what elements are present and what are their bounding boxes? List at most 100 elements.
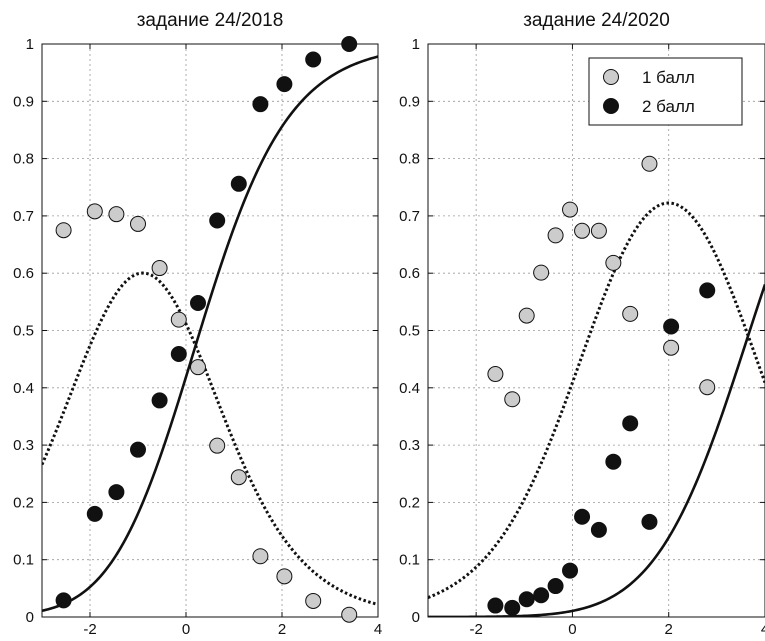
data-point	[699, 282, 716, 299]
data-point	[209, 212, 226, 229]
fit-curve-solid	[42, 55, 378, 613]
data-point	[151, 392, 168, 409]
y-tick-label: 0.8	[399, 151, 420, 168]
data-point	[547, 227, 564, 244]
data-point	[547, 578, 564, 595]
x-tick-label: 4	[374, 621, 382, 638]
data-point	[108, 484, 125, 501]
y-tick-label: 0.1	[399, 552, 420, 569]
y-tick-label: 0.2	[399, 494, 420, 511]
data-point	[574, 222, 591, 239]
data-point	[209, 437, 226, 454]
data-point	[190, 359, 206, 376]
y-tick-label: 0.4	[13, 380, 34, 397]
y-tick-label: 0.4	[399, 380, 420, 397]
data-point	[574, 508, 591, 525]
data-point	[341, 36, 358, 52]
chart-title: задание 24/2018	[137, 10, 284, 31]
data-point	[487, 366, 504, 383]
data-point	[305, 592, 322, 609]
data-point	[86, 505, 103, 522]
fit-curve-dotted	[428, 201, 765, 599]
data-point	[605, 453, 622, 470]
fit-curve-solid	[428, 284, 765, 617]
data-point	[518, 591, 535, 608]
data-point	[533, 264, 550, 281]
data-point	[55, 222, 72, 239]
data-point	[562, 562, 579, 579]
data-point	[230, 175, 247, 192]
data-point	[341, 606, 358, 623]
chart-panel-1: -2 0 2 4 0 0.1 0.2 0.3 0.4 0.5 0.6 0.7 0.8 0.9 1 задани…	[13, 10, 382, 638]
y-tick-label: 0.9	[399, 93, 420, 110]
series-2	[55, 36, 358, 609]
data-point	[190, 294, 206, 311]
data-point	[622, 415, 639, 432]
y-tick-label: 0.1	[13, 552, 34, 569]
data-point	[55, 592, 72, 609]
data-point	[641, 155, 658, 172]
data-point	[518, 307, 535, 324]
data-point	[590, 222, 607, 239]
chart-title: задание 24/2020	[523, 10, 670, 31]
y-tick-label: 0.8	[13, 151, 34, 168]
fit-curves	[428, 201, 765, 617]
data-point	[605, 254, 622, 271]
x-tick-label: 2	[665, 621, 673, 638]
y-tick-label: 0.5	[13, 323, 34, 340]
data-point	[252, 548, 269, 565]
x-tick-label: 0	[182, 621, 190, 638]
data-point	[562, 201, 579, 218]
x-tick-label: 4	[761, 621, 765, 638]
data-point	[641, 513, 658, 530]
y-tick-label: 0.3	[399, 437, 420, 454]
y-tick-label: 0.2	[13, 494, 34, 511]
data-point	[230, 469, 247, 486]
y-tick-label: 0.7	[13, 208, 34, 225]
legend-marker	[603, 98, 619, 114]
x-tick-label: 2	[278, 621, 286, 638]
data-point	[108, 206, 125, 223]
y-tick-label: 0.9	[13, 93, 34, 110]
series-2	[487, 282, 716, 616]
series-1	[55, 203, 358, 623]
data-point	[130, 215, 146, 232]
data-point	[151, 260, 168, 277]
data-point	[533, 587, 550, 604]
data-point	[622, 305, 639, 322]
series-1	[487, 155, 716, 408]
legend-label: 1 балл	[642, 68, 695, 87]
fit-curve-dotted	[42, 271, 378, 606]
data-point	[276, 76, 293, 93]
data-point	[130, 441, 146, 458]
data-point	[276, 568, 293, 585]
legend-marker	[603, 69, 619, 85]
legend-label: 2 балл	[642, 97, 695, 116]
y-tick-label: 0.6	[13, 265, 34, 282]
data-point	[504, 599, 521, 616]
data-point	[663, 318, 680, 335]
data-point	[699, 379, 716, 396]
y-tick-label: 0.7	[399, 208, 420, 225]
data-point	[305, 51, 322, 68]
data-point	[663, 339, 680, 356]
y-tick-label: 0.5	[399, 323, 420, 340]
data-point	[86, 203, 103, 220]
data-point	[170, 311, 187, 328]
y-tick-label: 1	[412, 36, 420, 53]
x-tick-label: 0	[568, 621, 576, 638]
x-tick-label: -2	[83, 621, 96, 638]
legend-box	[588, 57, 743, 126]
data-point	[487, 597, 504, 614]
x-tick-label: -2	[469, 621, 482, 638]
y-tick-label: 0	[26, 609, 34, 626]
y-tick-label: 0.3	[13, 437, 34, 454]
data-point	[504, 391, 521, 408]
data-point	[170, 345, 187, 362]
data-point	[590, 521, 607, 538]
legend: 1 балл 2 балл	[588, 57, 743, 126]
fit-curves	[42, 55, 378, 613]
data-point	[252, 96, 269, 113]
y-tick-label: 1	[26, 36, 34, 53]
